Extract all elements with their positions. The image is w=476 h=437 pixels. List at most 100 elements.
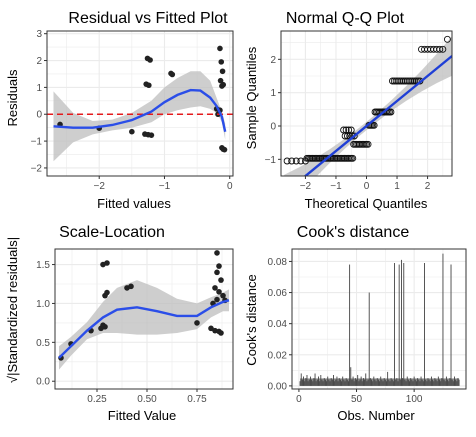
qq-point	[399, 77, 407, 85]
qq-clipped-group	[283, 35, 452, 176]
qq-point	[394, 77, 402, 85]
residual-point	[218, 59, 225, 65]
qq-point	[288, 157, 296, 165]
scale-location-point	[214, 296, 220, 303]
qq-point	[283, 157, 291, 165]
qq-point	[297, 157, 305, 165]
scale-location-smooth-line	[58, 299, 230, 359]
qq-point	[401, 77, 409, 85]
p0-ytick-label: 2	[36, 56, 42, 67]
p2-xlabel: Fitted Value	[108, 408, 176, 423]
qq-point	[392, 77, 400, 85]
p0-ytick-label: 0	[36, 110, 42, 121]
p0-xtick-label: 0	[227, 181, 233, 192]
p0-xtick-label: −1	[159, 181, 171, 192]
p0-ylabel: Residuals	[5, 69, 20, 127]
scale-location-point	[214, 250, 220, 256]
p3-ytick-label: 0.00	[268, 381, 288, 392]
residual-point	[217, 45, 223, 52]
p0-title: Residual vs Fitted Plot	[68, 10, 228, 27]
p1-panel-border	[280, 30, 453, 177]
p0-ytick-label: −1	[31, 137, 43, 148]
p1-xlabel: Theoretical Quantiles	[305, 196, 428, 211]
residual-point	[219, 68, 226, 75]
residual-point	[146, 82, 152, 89]
p2-ytick-label: 0.0	[36, 377, 50, 388]
scale-location-point	[100, 322, 106, 329]
p1-xtick-label: 0	[364, 181, 370, 192]
smooth-line	[53, 88, 227, 132]
p1-xtick-label: −2	[300, 181, 312, 192]
qq-point	[390, 77, 398, 85]
p2-ytick-label: 0.5	[36, 338, 50, 349]
scale-location-point	[212, 285, 218, 291]
p2-ytick-label: 1.0	[36, 299, 50, 310]
qq-point	[439, 45, 447, 53]
qq-point	[398, 77, 406, 85]
qq-point	[405, 77, 413, 85]
qq-point	[342, 126, 350, 134]
scale-location-point	[218, 330, 224, 336]
p2-ytick-label: 1.5	[36, 260, 50, 271]
residual-point	[217, 77, 224, 84]
p1-ytick-label: 0	[270, 122, 276, 133]
qq-point	[407, 77, 415, 85]
p1-ytick-label: −1	[265, 155, 277, 166]
scale-location-point	[194, 320, 200, 326]
p0-xtick-label: −2	[94, 181, 106, 192]
scale-location-point	[128, 283, 134, 290]
p1-xtick-label: −1	[330, 181, 342, 192]
p2-xtick-label: 0.50	[137, 394, 157, 405]
qq-point	[364, 140, 372, 148]
qq-point	[443, 35, 451, 43]
qq-point	[345, 126, 353, 134]
qq-point	[347, 126, 355, 134]
p3-xtick-label: 100	[406, 394, 423, 405]
scale-location-point	[218, 277, 224, 283]
p2-panel-border	[54, 248, 234, 390]
residual-point	[147, 57, 153, 63]
p3-title: Cook's distance	[297, 224, 410, 241]
p3-ylabel: Cook's distance	[244, 274, 259, 365]
scale-location-point	[216, 263, 222, 269]
scale-location-point	[104, 260, 110, 266]
qq-point	[370, 121, 378, 129]
p3-ytick-label: 0.06	[268, 288, 288, 299]
p3-plot-area	[292, 249, 466, 389]
p0-ytick-label: 3	[36, 29, 42, 40]
qq-point	[292, 157, 300, 165]
p2-title: Scale-Location	[59, 224, 165, 241]
p1-xtick-label: 1	[394, 181, 400, 192]
p0-ytick-label: −2	[31, 163, 43, 174]
qq-point	[389, 77, 396, 85]
p1-ylabel: Sample Quantiles	[244, 46, 259, 149]
qq-point	[410, 77, 418, 85]
scale-location-point	[104, 289, 110, 296]
scale-location-point	[220, 292, 226, 299]
p2-ylabel: √|Standardized residuals|	[5, 237, 20, 383]
p0-ytick-label: 1	[36, 83, 42, 94]
scale-location-confidence-band	[59, 280, 229, 370]
p1-ytick-label: 1	[270, 88, 276, 99]
scale-location-point	[216, 288, 222, 295]
p2-xtick-label: 0.75	[187, 394, 207, 405]
qq-point	[436, 45, 444, 53]
p3-panel-border	[291, 248, 467, 390]
qq-point	[409, 77, 417, 85]
p1-ytick-label: 2	[270, 55, 276, 66]
normal-qq-panel: Normal Q-Q Plot Theoretical Quantiles Sa…	[244, 10, 453, 211]
p3-ytick-label: 0.08	[268, 257, 288, 268]
qq-point	[396, 77, 404, 85]
p0-xlabel: Fitted values	[97, 196, 171, 211]
p0-panel-border	[46, 30, 234, 177]
residual-vs-fitted-panel: Residual vs Fitted Plot Fitted values Re…	[5, 10, 234, 211]
residual-point	[220, 81, 227, 88]
qq-point	[403, 77, 411, 85]
residual-point	[129, 128, 135, 135]
scale-location-point	[214, 269, 220, 276]
residual-point	[148, 132, 155, 138]
p3-xtick-label: 50	[351, 394, 363, 405]
qq-point	[350, 132, 358, 140]
